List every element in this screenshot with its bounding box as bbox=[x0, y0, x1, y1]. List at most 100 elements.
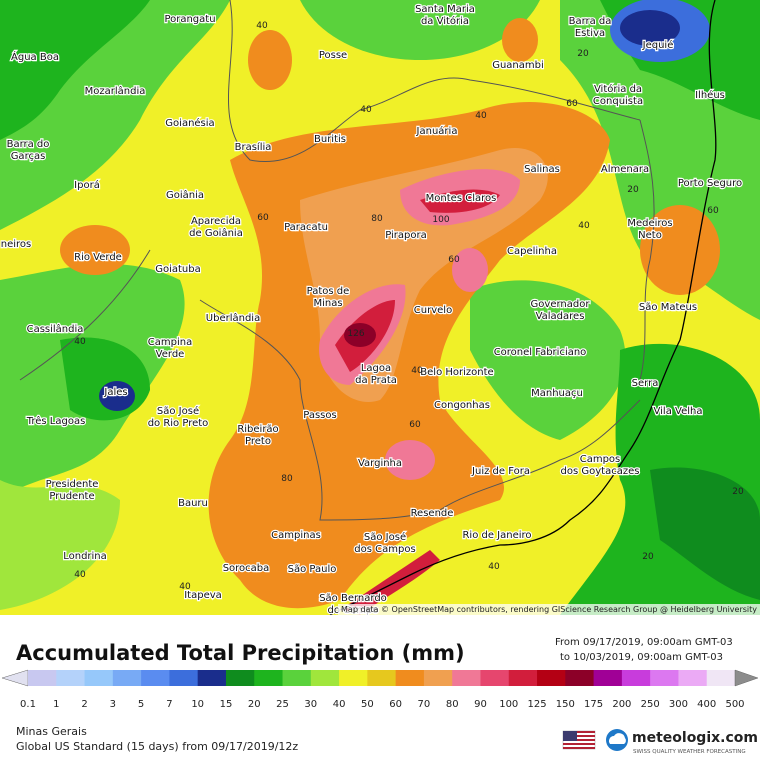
city-label: neiros bbox=[1, 239, 32, 250]
region: Minas Gerais bbox=[16, 725, 87, 738]
city-label: Valadares bbox=[536, 311, 585, 322]
colorbar-segment bbox=[480, 670, 510, 686]
city-label: Governador bbox=[531, 299, 591, 310]
contour-label: 20 bbox=[732, 487, 744, 497]
city-label: Mozarlândia bbox=[85, 85, 146, 97]
contour-label: 80 bbox=[281, 474, 293, 484]
city-label: Varginha bbox=[358, 458, 402, 469]
city-label: Medeiros bbox=[627, 218, 672, 229]
city-label: Minas bbox=[313, 298, 342, 309]
contour-label: 60 bbox=[409, 420, 421, 430]
contour-label: 60 bbox=[257, 213, 269, 223]
us-flag bbox=[562, 730, 596, 750]
city-label: Pirapora bbox=[385, 230, 427, 241]
colorbar-tick-label: 250 bbox=[641, 699, 660, 710]
colorbar-segment bbox=[452, 670, 481, 686]
city-label: Manhuaçu bbox=[531, 388, 583, 399]
city-label: Barra da bbox=[569, 16, 612, 27]
colorbar-tick-label: 30 bbox=[304, 699, 317, 710]
brand[interactable]: meteologix.com bbox=[632, 730, 758, 746]
city-label: Neto bbox=[638, 230, 662, 241]
city-label: Montes Claros bbox=[426, 193, 497, 204]
city-label: Goiânia bbox=[166, 189, 204, 201]
city-label: Aparecida bbox=[191, 216, 241, 227]
city-label: Salinas bbox=[524, 164, 560, 175]
city-label: Resende bbox=[411, 508, 454, 519]
colorbar-segment bbox=[112, 670, 142, 686]
colorbar-tick-label: 1 bbox=[53, 699, 59, 710]
city-label: dos Goytacazes bbox=[561, 466, 640, 477]
city-label: Coronel Fabriciano bbox=[494, 347, 587, 358]
contour-label: 40 bbox=[488, 562, 500, 572]
colorbar-segment bbox=[395, 670, 425, 686]
colorbar-tick-label: 60 bbox=[389, 699, 402, 710]
contour-label: 80 bbox=[371, 214, 383, 224]
city-label: Itapeva bbox=[184, 590, 222, 601]
city-label: Garças bbox=[11, 151, 46, 162]
city-label: Juiz de Fora bbox=[471, 466, 530, 477]
city-label: do Rio Preto bbox=[148, 418, 209, 429]
colorbar-segment bbox=[537, 670, 566, 686]
city-label: Cassilândia bbox=[27, 323, 84, 335]
city-label: Prudente bbox=[49, 491, 94, 502]
city-label: Jequié bbox=[642, 39, 674, 51]
contour-label: 20 bbox=[577, 49, 589, 59]
colorbar-tick-label: 90 bbox=[474, 699, 487, 710]
colorbar-segment bbox=[565, 670, 595, 686]
contour-label: 40 bbox=[74, 337, 86, 347]
colorbar-tick-label: 70 bbox=[418, 699, 431, 710]
city-label: Curvelo bbox=[414, 305, 452, 316]
colorbar-tick-label: 80 bbox=[446, 699, 459, 710]
colorbar-tick-label: 300 bbox=[669, 699, 688, 710]
city-label: Água Boa bbox=[11, 50, 59, 63]
city-label: São Mateus bbox=[639, 302, 697, 313]
colorbar-segment bbox=[423, 670, 453, 686]
city-label: da Prata bbox=[355, 375, 397, 386]
city-label: Serra bbox=[632, 378, 659, 389]
colorbar: 0.1 1 2 3 5 7 10 15 20 25 30 40 50 60 70 80 90 100 125 150 1… bbox=[1, 669, 759, 710]
colorbar-segment bbox=[367, 670, 397, 686]
colorbar-segment bbox=[678, 670, 708, 686]
contour-label: 40 bbox=[475, 111, 487, 121]
colorbar-tick-label: 3 bbox=[110, 699, 116, 710]
colorbar-tick-label: 125 bbox=[527, 699, 546, 710]
city-label: Goiatuba bbox=[155, 264, 201, 275]
city-label: Capelinha bbox=[507, 246, 557, 257]
city-label: de Goiânia bbox=[189, 227, 243, 239]
colorbar-segment bbox=[650, 670, 679, 686]
contour-label: 40 bbox=[74, 570, 86, 580]
colorbar-tick-label: 40 bbox=[333, 699, 346, 710]
city-label: Januária bbox=[416, 125, 458, 137]
city-label: Verde bbox=[156, 349, 185, 360]
city-label: Estiva bbox=[575, 28, 605, 39]
colorbar-tick-label: 20 bbox=[248, 699, 261, 710]
city-label: Bauru bbox=[178, 498, 208, 509]
contour-label: 100 bbox=[432, 215, 449, 225]
contour-labels: 40 20 40 60 40 20 60 80 100 40 60 60 40 126 40 60 80 40 40… bbox=[74, 21, 744, 592]
colorbar-segment bbox=[706, 670, 736, 686]
city-label: Uberlândia bbox=[206, 312, 260, 324]
city-label: Sorocaba bbox=[223, 563, 270, 574]
colorbar-tick-label: 200 bbox=[612, 699, 631, 710]
colorbar-tick-label: 0.1 bbox=[20, 699, 36, 710]
colorbar-tick-label: 10 bbox=[191, 699, 204, 710]
contour-label: 60 bbox=[707, 206, 719, 216]
colorbar-segment bbox=[84, 670, 114, 686]
period-start: From 09/17/2019, 09:00am GMT-03 bbox=[555, 637, 733, 648]
city-label: Londrina bbox=[63, 551, 107, 562]
city-label: Três Lagoas bbox=[26, 415, 86, 427]
colorbar-tick-label: 400 bbox=[697, 699, 716, 710]
city-label: São José bbox=[157, 405, 199, 417]
city-label: Vila Velha bbox=[654, 406, 703, 417]
city-label: Congonhas bbox=[434, 400, 490, 411]
city-label: Campinas bbox=[271, 530, 321, 541]
city-label: Belo Horizonte bbox=[420, 367, 493, 378]
city-label: Conquista bbox=[593, 96, 643, 107]
contour-label: 40 bbox=[179, 582, 191, 592]
city-label: Preto bbox=[245, 436, 271, 447]
city-label: Barra do bbox=[7, 139, 50, 150]
colorbar-tick-label: 50 bbox=[361, 699, 374, 710]
colorbar-tick-label: 7 bbox=[166, 699, 172, 710]
